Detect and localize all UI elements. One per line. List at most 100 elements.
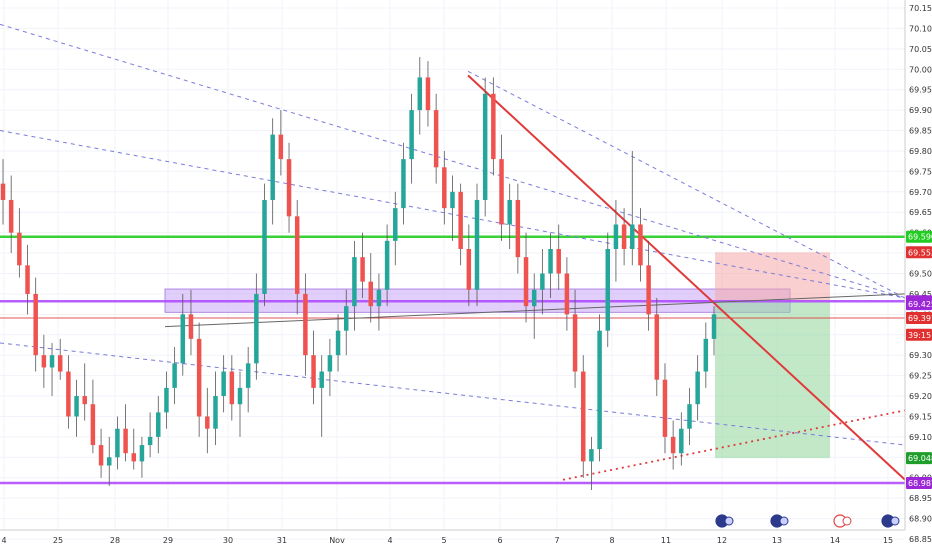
candle-body[interactable] (491, 93, 496, 160)
candle-body[interactable] (286, 159, 292, 217)
candle-body[interactable] (458, 191, 463, 249)
dividend-icon[interactable] (833, 514, 852, 528)
candle-body[interactable] (221, 371, 226, 397)
candle-body[interactable] (278, 134, 284, 160)
candle-body[interactable] (237, 387, 243, 405)
candle-body[interactable] (25, 265, 30, 294)
candle-body[interactable] (188, 314, 194, 339)
candle-body[interactable] (360, 257, 365, 282)
diagonal-grey-trendline[interactable] (164, 293, 906, 328)
target-zone[interactable] (715, 301, 830, 459)
candle-body[interactable] (507, 199, 512, 225)
candle-body[interactable] (580, 371, 586, 462)
candle-body[interactable] (41, 355, 47, 368)
candle-body[interactable] (613, 224, 619, 249)
candle-body[interactable] (106, 457, 112, 466)
candle-body[interactable] (294, 216, 300, 294)
candle-body[interactable] (270, 134, 275, 200)
candle-body[interactable] (139, 445, 145, 462)
candle-body[interactable] (172, 363, 177, 388)
candle-body[interactable] (638, 224, 643, 266)
candle-body[interactable] (327, 355, 333, 372)
candle-body[interactable] (670, 436, 676, 454)
candle-body[interactable] (8, 199, 14, 233)
candle-body[interactable] (123, 428, 128, 454)
candle-body[interactable] (695, 371, 700, 405)
candle-body[interactable] (98, 445, 104, 466)
candle-body[interactable] (564, 273, 570, 315)
candle-body[interactable] (433, 110, 439, 168)
candle-body[interactable] (450, 191, 455, 209)
candle-body[interactable] (66, 371, 71, 417)
stop-zone[interactable] (715, 252, 830, 302)
candle-body[interactable] (49, 355, 55, 368)
candle-body[interactable] (352, 257, 357, 307)
candle-body[interactable] (311, 355, 316, 388)
candle-body[interactable] (376, 289, 382, 307)
candle-body[interactable] (262, 199, 267, 294)
candle-body[interactable] (213, 396, 218, 429)
candle-body[interactable] (33, 293, 38, 356)
candle-body[interactable] (319, 371, 324, 388)
candle-body[interactable] (425, 77, 431, 111)
candle-body[interactable] (384, 240, 390, 290)
candle-body[interactable] (621, 224, 627, 249)
candle-body[interactable] (180, 314, 186, 364)
candle-body[interactable] (205, 416, 210, 429)
candle-body[interactable] (605, 248, 611, 331)
candle-body[interactable] (147, 436, 153, 446)
candle-body[interactable] (548, 248, 553, 274)
candle-body[interactable] (335, 330, 341, 356)
descending-red-trendline[interactable] (467, 74, 906, 481)
candle-body[interactable] (703, 338, 709, 372)
candle-body[interactable] (229, 371, 235, 405)
candle-body[interactable] (343, 306, 349, 331)
candle-body[interactable] (531, 289, 537, 307)
candle-body[interactable] (82, 396, 87, 405)
candle-body[interactable] (499, 159, 504, 225)
candle-body[interactable] (711, 314, 717, 339)
candle-body[interactable] (662, 379, 668, 437)
candle-body[interactable] (474, 199, 480, 290)
earnings-flag-icon[interactable] (770, 514, 789, 528)
candle-body[interactable] (679, 428, 684, 454)
candle-body[interactable] (393, 208, 398, 241)
candle-body[interactable] (589, 449, 594, 462)
candle-body[interactable] (115, 428, 120, 458)
candle-body[interactable] (156, 412, 161, 437)
candle-body[interactable] (368, 281, 374, 307)
candle-body[interactable] (0, 183, 6, 200)
top-dashed-trendline[interactable] (467, 70, 906, 299)
candle-body[interactable] (74, 396, 79, 417)
candle-body[interactable] (482, 93, 488, 200)
candle-body[interactable] (401, 159, 406, 209)
candle-body[interactable] (687, 404, 692, 429)
candle-body[interactable] (630, 224, 635, 249)
candle-body[interactable] (245, 363, 251, 388)
candle-body[interactable] (131, 453, 137, 462)
candle-body[interactable] (556, 248, 561, 274)
candle-body[interactable] (196, 338, 202, 417)
candle-body[interactable] (303, 293, 308, 356)
candle-body[interactable] (164, 387, 169, 413)
earnings-flag-icon[interactable] (715, 514, 734, 528)
candle-body[interactable] (417, 77, 423, 111)
candle-body[interactable] (597, 330, 602, 450)
candle-body[interactable] (515, 199, 521, 258)
candle-body[interactable] (466, 248, 472, 290)
candle-body[interactable] (654, 314, 660, 380)
candle-body[interactable] (646, 265, 651, 315)
candle-body[interactable] (90, 404, 96, 446)
candle-body[interactable] (254, 293, 259, 364)
candle-body[interactable] (17, 232, 22, 266)
candle-body[interactable] (409, 110, 414, 160)
candle-body[interactable] (540, 273, 545, 290)
upper-dashed-trendline[interactable] (0, 23, 906, 299)
candle-body[interactable] (442, 167, 447, 209)
candle-body[interactable] (572, 314, 578, 372)
ascending-red-dotted-line[interactable] (562, 409, 906, 481)
mid-dashed-trendline[interactable] (0, 130, 906, 299)
earnings-flag-icon[interactable] (881, 514, 900, 528)
